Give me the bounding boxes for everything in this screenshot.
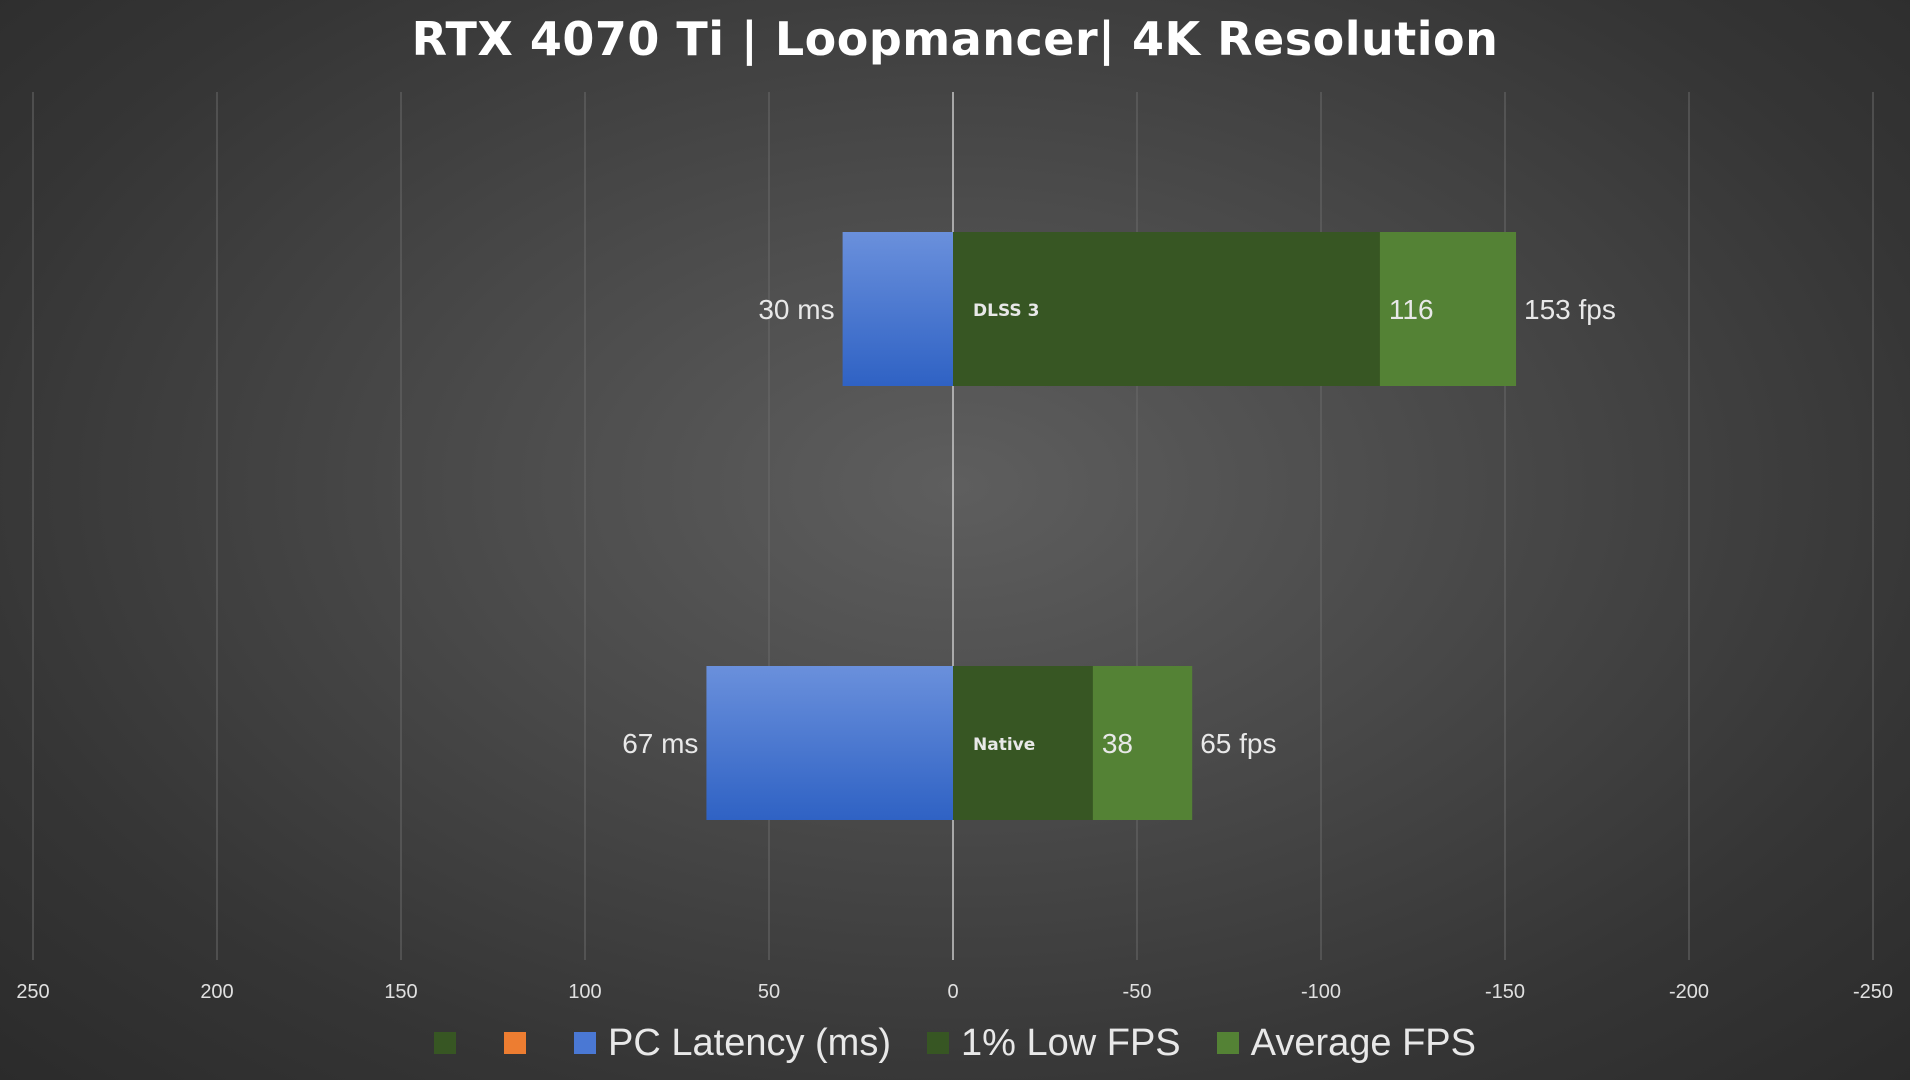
legend-swatch — [1216, 1032, 1239, 1054]
legend-swatch — [504, 1032, 527, 1054]
data-label-average-fps: 65 fps — [1200, 728, 1276, 759]
legend-item: PC Latency (ms) — [574, 1022, 891, 1065]
category-label: DLSS 3 — [973, 301, 1039, 321]
x-tick-label: 200 — [200, 981, 233, 1003]
data-label-1pct-low: 116 — [1389, 294, 1434, 325]
grid-lines — [32, 92, 1874, 960]
data-label-latency: 30 ms — [758, 294, 834, 325]
bars — [706, 232, 1517, 820]
x-tick-label: -150 — [1485, 981, 1525, 1003]
data-label-latency: 67 ms — [622, 728, 698, 759]
legend-item: Average FPS — [1216, 1021, 1476, 1065]
x-tick-label: -50 — [1123, 981, 1152, 1003]
x-tick-label: 50 — [758, 981, 780, 1003]
x-tick-label: 0 — [947, 981, 958, 1003]
chart-title: RTX 4070 Ti | Loopmancer| 4K Resolution — [411, 12, 1499, 66]
category-label: Native — [973, 735, 1035, 755]
legend-item: 1% Low FPS — [927, 1022, 1181, 1065]
legend-item — [434, 1032, 468, 1054]
bar-pc-latency — [842, 232, 953, 386]
x-tick-label: -200 — [1669, 981, 1709, 1003]
data-label-average-fps: 153 fps — [1524, 294, 1616, 325]
bar-1pct-low-fps — [953, 666, 1093, 820]
x-tick-label: -100 — [1301, 981, 1341, 1003]
x-tick-label: 250 — [16, 981, 49, 1003]
legend: PC Latency (ms) 1% Low FPS Average FPS — [0, 1018, 1910, 1068]
bar-1pct-low-fps — [953, 232, 1380, 386]
x-tick-label: 150 — [384, 981, 417, 1003]
data-labels: DLSS 3 30 ms 116 153 fps Native 67 ms 38 65 fps — [622, 294, 1616, 759]
legend-label: Average FPS — [1250, 1021, 1476, 1064]
x-axis-ticks: 250 200 150 100 50 0 -50 -100 -150 -200 -250 — [16, 981, 1893, 1003]
legend-swatch — [927, 1032, 949, 1054]
legend-label: PC Latency (ms) — [608, 1021, 891, 1064]
legend-swatch — [434, 1032, 457, 1054]
legend-swatch — [574, 1032, 597, 1054]
x-tick-label: -250 — [1853, 981, 1893, 1003]
data-label-1pct-low: 38 — [1102, 728, 1133, 759]
x-tick-label: 100 — [568, 981, 601, 1003]
legend-item — [504, 1032, 538, 1054]
legend-label: 1% Low FPS — [961, 1021, 1181, 1064]
bar-pc-latency — [706, 666, 953, 820]
